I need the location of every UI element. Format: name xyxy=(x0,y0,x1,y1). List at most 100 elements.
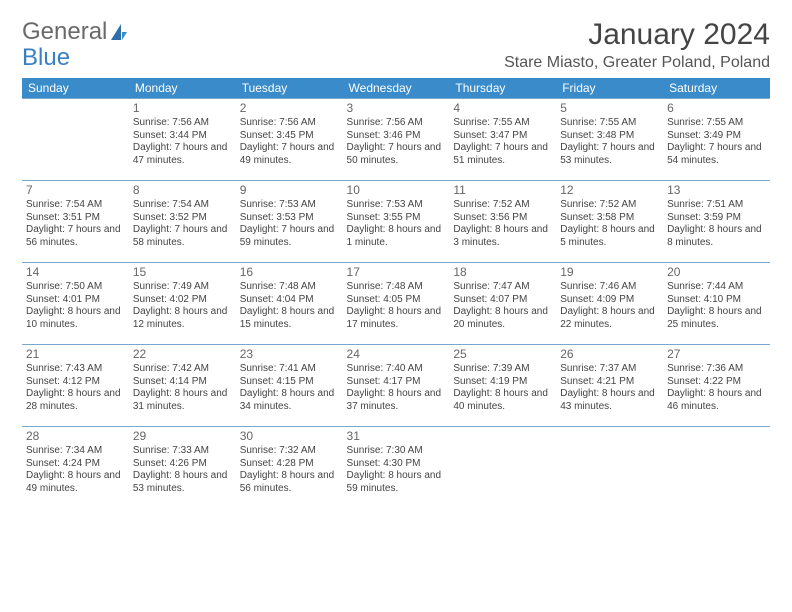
day-number: 23 xyxy=(240,347,339,362)
sunrise-text: Sunrise: 7:52 AM xyxy=(560,199,659,212)
calendar-day-cell: 25Sunrise: 7:39 AMSunset: 4:19 PMDayligh… xyxy=(449,345,556,427)
sunrise-text: Sunrise: 7:54 AM xyxy=(26,199,125,212)
calendar-week-row: 21Sunrise: 7:43 AMSunset: 4:12 PMDayligh… xyxy=(22,345,770,427)
day-number: 6 xyxy=(667,101,766,116)
month-title: January 2024 xyxy=(504,18,770,52)
sunset-text: Sunset: 3:44 PM xyxy=(133,130,232,143)
day-number: 16 xyxy=(240,265,339,280)
sunset-text: Sunset: 4:02 PM xyxy=(133,294,232,307)
sunrise-text: Sunrise: 7:39 AM xyxy=(453,363,552,376)
day-number: 18 xyxy=(453,265,552,280)
title-block: January 2024 Stare Miasto, Greater Polan… xyxy=(504,18,770,72)
calendar-day-cell: 30Sunrise: 7:32 AMSunset: 4:28 PMDayligh… xyxy=(236,427,343,509)
calendar-day-cell: 22Sunrise: 7:42 AMSunset: 4:14 PMDayligh… xyxy=(129,345,236,427)
logo: General xyxy=(22,18,129,46)
calendar-day-cell: 15Sunrise: 7:49 AMSunset: 4:02 PMDayligh… xyxy=(129,263,236,345)
daylight-text: Daylight: 8 hours and 40 minutes. xyxy=(453,388,552,413)
day-number: 25 xyxy=(453,347,552,362)
sunrise-text: Sunrise: 7:41 AM xyxy=(240,363,339,376)
sunset-text: Sunset: 3:49 PM xyxy=(667,130,766,143)
calendar-day-cell: 2Sunrise: 7:56 AMSunset: 3:45 PMDaylight… xyxy=(236,99,343,181)
sunset-text: Sunset: 4:17 PM xyxy=(347,376,446,389)
sunrise-text: Sunrise: 7:40 AM xyxy=(347,363,446,376)
calendar-day-cell: 11Sunrise: 7:52 AMSunset: 3:56 PMDayligh… xyxy=(449,181,556,263)
calendar-day-cell: 7Sunrise: 7:54 AMSunset: 3:51 PMDaylight… xyxy=(22,181,129,263)
day-number: 1 xyxy=(133,101,232,116)
day-number: 24 xyxy=(347,347,446,362)
sunrise-text: Sunrise: 7:56 AM xyxy=(347,117,446,130)
day-number: 3 xyxy=(347,101,446,116)
sunrise-text: Sunrise: 7:32 AM xyxy=(240,445,339,458)
sunrise-text: Sunrise: 7:55 AM xyxy=(453,117,552,130)
day-number: 28 xyxy=(26,429,125,444)
dayname-tuesday: Tuesday xyxy=(236,78,343,99)
calendar-day-cell: 1Sunrise: 7:56 AMSunset: 3:44 PMDaylight… xyxy=(129,99,236,181)
day-number: 22 xyxy=(133,347,232,362)
sunset-text: Sunset: 4:10 PM xyxy=(667,294,766,307)
calendar-day-cell: 12Sunrise: 7:52 AMSunset: 3:58 PMDayligh… xyxy=(556,181,663,263)
day-number: 4 xyxy=(453,101,552,116)
day-number: 29 xyxy=(133,429,232,444)
daylight-text: Daylight: 7 hours and 49 minutes. xyxy=(240,142,339,167)
daylight-text: Daylight: 8 hours and 20 minutes. xyxy=(453,306,552,331)
daylight-text: Daylight: 8 hours and 12 minutes. xyxy=(133,306,232,331)
logo-sail-icon xyxy=(109,22,129,42)
sunset-text: Sunset: 4:15 PM xyxy=(240,376,339,389)
sunset-text: Sunset: 4:09 PM xyxy=(560,294,659,307)
sunrise-text: Sunrise: 7:37 AM xyxy=(560,363,659,376)
sunrise-text: Sunrise: 7:44 AM xyxy=(667,281,766,294)
daylight-text: Daylight: 8 hours and 28 minutes. xyxy=(26,388,125,413)
sunrise-text: Sunrise: 7:48 AM xyxy=(240,281,339,294)
sunset-text: Sunset: 3:52 PM xyxy=(133,212,232,225)
dayname-thursday: Thursday xyxy=(449,78,556,99)
sunrise-text: Sunrise: 7:56 AM xyxy=(133,117,232,130)
daylight-text: Daylight: 8 hours and 43 minutes. xyxy=(560,388,659,413)
sunrise-text: Sunrise: 7:53 AM xyxy=(240,199,339,212)
daylight-text: Daylight: 7 hours and 50 minutes. xyxy=(347,142,446,167)
dayname-sunday: Sunday xyxy=(22,78,129,99)
daylight-text: Daylight: 8 hours and 53 minutes. xyxy=(133,470,232,495)
dayname-wednesday: Wednesday xyxy=(343,78,450,99)
calendar-day-cell: 23Sunrise: 7:41 AMSunset: 4:15 PMDayligh… xyxy=(236,345,343,427)
sunset-text: Sunset: 4:24 PM xyxy=(26,458,125,471)
sunrise-text: Sunrise: 7:48 AM xyxy=(347,281,446,294)
day-number: 12 xyxy=(560,183,659,198)
sunset-text: Sunset: 3:45 PM xyxy=(240,130,339,143)
dayname-friday: Friday xyxy=(556,78,663,99)
calendar-day-cell xyxy=(449,427,556,509)
calendar-day-cell: 18Sunrise: 7:47 AMSunset: 4:07 PMDayligh… xyxy=(449,263,556,345)
day-number: 8 xyxy=(133,183,232,198)
daylight-text: Daylight: 7 hours and 54 minutes. xyxy=(667,142,766,167)
daylight-text: Daylight: 8 hours and 22 minutes. xyxy=(560,306,659,331)
daylight-text: Daylight: 8 hours and 59 minutes. xyxy=(347,470,446,495)
sunset-text: Sunset: 4:22 PM xyxy=(667,376,766,389)
daylight-text: Daylight: 8 hours and 8 minutes. xyxy=(667,224,766,249)
day-number: 5 xyxy=(560,101,659,116)
sunrise-text: Sunrise: 7:36 AM xyxy=(667,363,766,376)
sunset-text: Sunset: 3:46 PM xyxy=(347,130,446,143)
calendar-day-cell: 24Sunrise: 7:40 AMSunset: 4:17 PMDayligh… xyxy=(343,345,450,427)
daylight-text: Daylight: 8 hours and 15 minutes. xyxy=(240,306,339,331)
calendar-day-cell: 27Sunrise: 7:36 AMSunset: 4:22 PMDayligh… xyxy=(663,345,770,427)
calendar-day-cell: 20Sunrise: 7:44 AMSunset: 4:10 PMDayligh… xyxy=(663,263,770,345)
calendar-table: Sunday Monday Tuesday Wednesday Thursday… xyxy=(22,78,770,509)
day-number: 17 xyxy=(347,265,446,280)
calendar-day-cell: 8Sunrise: 7:54 AMSunset: 3:52 PMDaylight… xyxy=(129,181,236,263)
location-subtitle: Stare Miasto, Greater Poland, Poland xyxy=(504,54,770,72)
logo-text-blue: Blue xyxy=(22,44,70,72)
daylight-text: Daylight: 8 hours and 49 minutes. xyxy=(26,470,125,495)
header: General January 2024 Stare Miasto, Great… xyxy=(22,18,770,72)
daylight-text: Daylight: 7 hours and 59 minutes. xyxy=(240,224,339,249)
daylight-text: Daylight: 7 hours and 56 minutes. xyxy=(26,224,125,249)
sunrise-text: Sunrise: 7:42 AM xyxy=(133,363,232,376)
dayname-monday: Monday xyxy=(129,78,236,99)
calendar-body: 1Sunrise: 7:56 AMSunset: 3:44 PMDaylight… xyxy=(22,99,770,509)
calendar-day-cell xyxy=(663,427,770,509)
daylight-text: Daylight: 7 hours and 51 minutes. xyxy=(453,142,552,167)
daylight-text: Daylight: 8 hours and 3 minutes. xyxy=(453,224,552,249)
sunrise-text: Sunrise: 7:54 AM xyxy=(133,199,232,212)
daylight-text: Daylight: 8 hours and 31 minutes. xyxy=(133,388,232,413)
daylight-text: Daylight: 8 hours and 17 minutes. xyxy=(347,306,446,331)
daylight-text: Daylight: 8 hours and 1 minute. xyxy=(347,224,446,249)
sunset-text: Sunset: 4:21 PM xyxy=(560,376,659,389)
